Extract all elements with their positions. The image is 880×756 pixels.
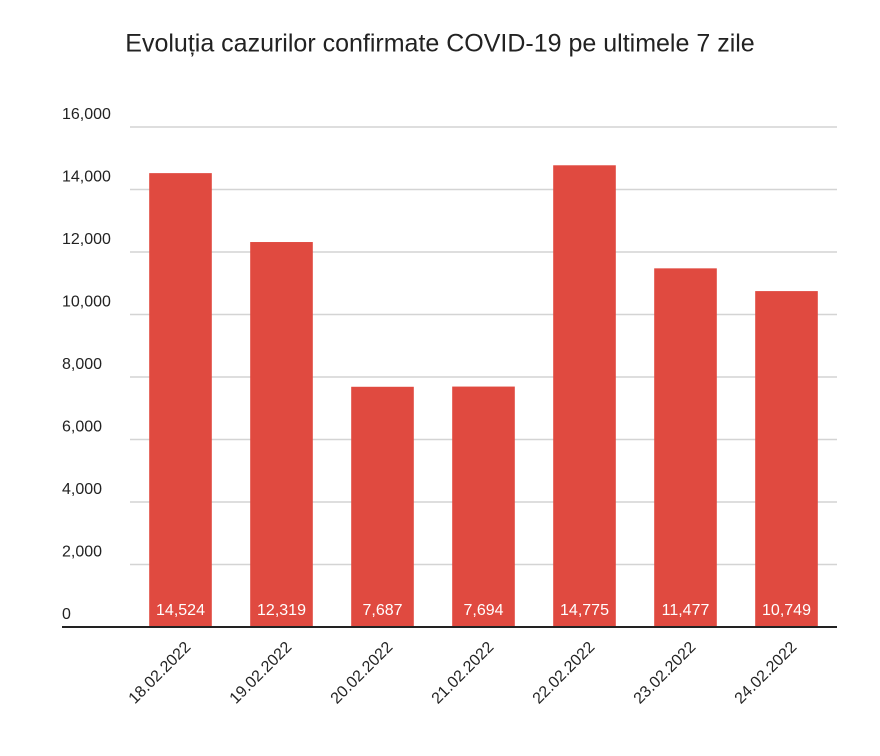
x-tick-label: 21.02.2022 xyxy=(429,639,498,708)
bar xyxy=(755,291,818,627)
bar xyxy=(654,268,717,627)
y-tick-label: 0 xyxy=(62,606,71,623)
bar xyxy=(351,386,414,627)
x-tick-label: 23.02.2022 xyxy=(631,639,700,708)
y-tick-label: 10,000 xyxy=(62,294,111,311)
x-tick-label: 22.02.2022 xyxy=(530,639,599,708)
y-tick-label: 8,000 xyxy=(62,356,102,373)
y-tick-label: 6,000 xyxy=(62,419,102,436)
value-label: 7,694 xyxy=(463,602,503,619)
value-label: 14,524 xyxy=(156,602,205,619)
y-tick-label: 4,000 xyxy=(62,481,102,498)
bar xyxy=(452,386,515,627)
y-tick-label: 16,000 xyxy=(62,106,111,123)
x-tick-label: 18.02.2022 xyxy=(126,639,195,708)
value-label: 7,687 xyxy=(362,602,402,619)
x-tick-label: 19.02.2022 xyxy=(227,639,296,708)
value-label: 12,319 xyxy=(257,602,306,619)
y-tick-label: 12,000 xyxy=(62,231,111,248)
bar xyxy=(553,165,616,627)
y-tick-label: 14,000 xyxy=(62,169,111,186)
bar xyxy=(250,242,313,627)
y-tick-label: 2,000 xyxy=(62,544,102,561)
bar xyxy=(149,173,212,627)
value-label: 14,775 xyxy=(560,602,609,619)
x-tick-label: 20.02.2022 xyxy=(328,639,397,708)
value-label: 10,749 xyxy=(762,602,811,619)
chart-title: Evoluția cazurilor confirmate COVID-19 p… xyxy=(125,30,754,58)
x-tick-label: 24.02.2022 xyxy=(732,639,801,708)
value-label: 11,477 xyxy=(662,602,710,619)
